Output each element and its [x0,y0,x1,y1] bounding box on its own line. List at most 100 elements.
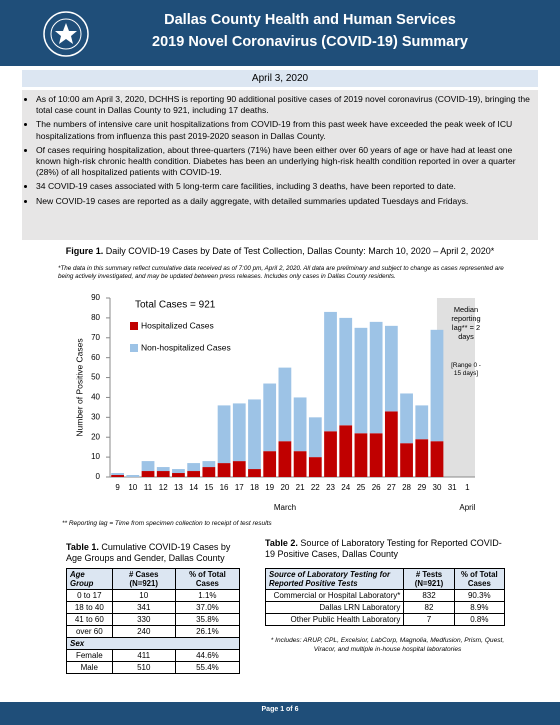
y-tick-label: 20 [91,432,100,441]
figure-label: Figure 1. [65,246,104,256]
footnote: ** Reporting lag = Time from specimen co… [62,520,272,527]
bar-segment [263,383,277,452]
bullet: The numbers of intensive care unit hospi… [36,119,532,141]
cell: 55.4% [174,661,241,674]
cell: Other Public Health Laboratory [264,613,405,626]
bullet: Of cases requiring hospitalization, abou… [36,145,532,179]
bar-segment [339,317,353,426]
bar-segment [308,457,322,477]
x-tick-label: 16 [220,483,229,492]
x-tick-label: 24 [341,483,350,492]
y-tick-label: 80 [91,313,100,322]
y-tick-label: 30 [91,412,100,421]
x-tick-label: 29 [417,483,426,492]
bar-segment [293,451,307,477]
bar-segment [339,425,353,477]
lag-note: Median reporting lag** = 2 days [451,305,481,341]
column-header: Source of Laboratory Testing for Reporte… [264,568,405,590]
section-label: Sex [66,637,240,650]
x-tick-label: 18 [250,483,259,492]
bar-segment [217,463,231,477]
bar-segment [202,461,216,468]
bar-segment [156,471,170,477]
cell: 82 [403,601,455,614]
bar-segment [172,469,185,474]
x-tick-label: 28 [402,483,411,492]
bar-segment [141,471,155,477]
legend-swatch [130,322,138,330]
x-tick-label: 9 [115,483,120,492]
row: 18 to 40 341 37.0% [66,601,241,614]
footer: Page 1 of 6 [0,702,560,725]
seal [43,11,89,57]
cell: 330 [111,613,176,626]
cell: 44.6% [174,649,241,662]
header-row: Source of Laboratory Testing for Reporte… [264,568,506,590]
bar-segment [126,475,140,477]
bar-segment [430,441,444,477]
column-header: % of Total Cases [174,568,241,590]
x-tick-label: 23 [326,483,335,492]
column-header: # Cases (N=921) [111,568,176,590]
caption-text: Source of Laboratory Testing for Reporte… [265,538,502,559]
cell: 26.1% [174,625,241,638]
figure-caption: Figure 1. Daily COVID-19 Cases by Date o… [22,246,538,256]
cell: 341 [111,601,176,614]
cell: 1.1% [174,589,241,602]
bar-segment [400,393,413,444]
cell: over 60 [66,625,113,638]
cell: 10 [111,589,176,602]
cell: 240 [111,625,176,638]
legend-label: Non-hospitalized Cases [141,342,231,352]
total-annotation: Total Cases = 921 [135,300,216,311]
bar-segment [248,399,261,470]
month-label: March [274,503,296,512]
column-header: Age Group [66,568,113,590]
caption-text: Daily COVID-19 Cases by Date of Test Col… [105,246,495,256]
bar-segment [111,473,124,476]
section-row: Sex [66,637,240,650]
row: Male 510 55.4% [66,661,241,674]
cell: 510 [111,661,176,674]
bar-segment [324,311,337,432]
cell: 0.8% [453,613,506,626]
table-caption: Table 1. Cumulative COVID-19 Cases by Ag… [66,542,246,564]
x-tick-label: 25 [356,483,365,492]
bar-segment [354,327,368,434]
bar-segment [172,473,185,477]
x-tick-label: 12 [159,483,168,492]
bullet: 34 COVID-19 cases associated with 5 long… [36,181,532,192]
cell: 18 to 40 [66,601,113,614]
row: 0 to 17 10 1.1% [66,589,241,602]
table-label: Table 2. [265,538,298,548]
y-tick-label: 70 [91,333,100,342]
table-label: Table 1. [66,542,99,552]
x-tick-label: 19 [265,483,274,492]
x-tick-label: 14 [189,483,198,492]
row: Female 411 44.6% [66,649,241,662]
table1: Table 1. Cumulative COVID-19 Cases by Ag… [66,542,246,674]
bullets: As of 10:00 am April 3, 2020, DCHHS is r… [22,90,538,240]
bar-segment [384,325,398,412]
bar-segment [415,405,429,440]
cell: 0 to 17 [66,589,113,602]
bar-segment [111,475,124,477]
bar-segment [369,321,383,434]
cell: 8.9% [453,601,506,614]
cell: Female [66,649,113,662]
caption-text: Cumulative COVID-19 Cases by Age Groups … [66,542,231,563]
x-tick-label: 30 [433,483,442,492]
table-note: * Includes: ARUP, CPL, Excelsior, LabCor… [270,637,505,653]
bar-segment [156,467,170,472]
row: Commercial or Hospital Laboratory* 832 90.… [264,589,506,602]
y-tick-label: 10 [91,452,100,461]
bar-segment [248,469,261,477]
y-tick-label: 40 [91,393,100,402]
x-tick-label: 21 [296,483,305,492]
row: 41 to 60 330 35.8% [66,613,241,626]
bullet: As of 10:00 am April 3, 2020, DCHHS is r… [36,94,532,116]
x-tick-label: 10 [128,483,137,492]
bar-segment [202,467,216,477]
x-tick-label: 1 [465,483,470,492]
